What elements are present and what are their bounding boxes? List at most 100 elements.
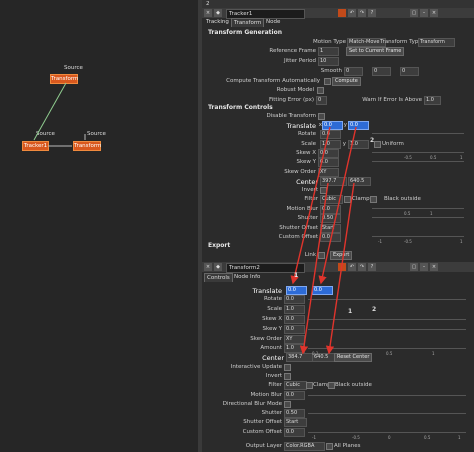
transform-shutter-offset-dropdown[interactable]: Start xyxy=(284,418,307,427)
disable-transform-checkbox[interactable] xyxy=(318,113,325,120)
tab-node[interactable]: Node xyxy=(266,19,281,25)
tracker-skew-x-field[interactable]: 0.0 xyxy=(318,149,339,158)
transform-shutter-field[interactable]: 0.50 xyxy=(284,409,305,418)
export-button[interactable]: Export xyxy=(330,251,353,260)
motion-blur-slider[interactable] xyxy=(372,208,464,209)
fitting-error-field[interactable]: 0 xyxy=(316,96,327,105)
transform-filter-dropdown[interactable]: Cubic xyxy=(284,381,307,390)
node-icon[interactable]: ◆ xyxy=(214,9,222,17)
output-layer-dropdown[interactable]: Color.RGBA xyxy=(284,442,325,451)
node-icon[interactable]: ◆ xyxy=(214,263,222,271)
redo-icon[interactable]: ↷ xyxy=(358,263,366,271)
directional-blur-checkbox[interactable] xyxy=(284,401,291,408)
transform-skew-order-dropdown[interactable]: XY xyxy=(284,335,305,344)
minimize-icon[interactable]: – xyxy=(420,9,428,17)
smooth-field-r[interactable]: 0 xyxy=(372,67,391,76)
minimize-icon[interactable]: – xyxy=(420,263,428,271)
undo-icon[interactable]: ↶ xyxy=(348,9,356,17)
redo-icon[interactable]: ↷ xyxy=(358,9,366,17)
skew-x-slider[interactable] xyxy=(308,319,466,320)
float-icon[interactable]: ▢ xyxy=(410,263,418,271)
compute-auto-checkbox[interactable] xyxy=(324,78,331,85)
tracker-invert-checkbox[interactable] xyxy=(320,187,327,194)
tracker-translate-y-field[interactable]: 0.0 xyxy=(348,121,369,130)
transform-black-outside-checkbox[interactable] xyxy=(328,382,335,389)
rotate-slider[interactable] xyxy=(372,133,464,134)
smooth-field-t[interactable]: 0 xyxy=(344,67,363,76)
transform-skew-y-field[interactable]: 0.0 xyxy=(284,325,305,334)
uniform-checkbox[interactable] xyxy=(374,141,381,148)
tracker-filter-dropdown[interactable]: Cubic xyxy=(320,195,343,204)
float-icon[interactable]: ▢ xyxy=(410,9,418,17)
transform-skew-x-field[interactable]: 0.0 xyxy=(284,315,305,324)
robust-model-checkbox[interactable] xyxy=(317,87,324,94)
pane-divider[interactable] xyxy=(198,0,202,452)
help-icon[interactable]: ? xyxy=(368,263,376,271)
color-icon[interactable] xyxy=(338,263,346,271)
tracker-motion-blur-field[interactable]: 0.0 xyxy=(320,205,341,214)
tab-node[interactable]: Node xyxy=(234,274,249,280)
transform-invert-checkbox[interactable] xyxy=(284,373,291,380)
skew-x-slider[interactable] xyxy=(372,152,464,153)
shutter-slider[interactable] xyxy=(308,413,466,414)
tracker-clamp-checkbox[interactable] xyxy=(344,196,351,203)
node-transform-right[interactable]: Transform xyxy=(73,141,102,151)
motion-type-dropdown[interactable]: Match-Move xyxy=(347,38,386,47)
reference-frame-field[interactable]: 1 xyxy=(318,47,339,56)
tracker-scale-y-field[interactable]: 1.0 xyxy=(348,140,369,149)
undo-icon[interactable]: ↶ xyxy=(348,263,356,271)
tracker-rotate-field[interactable]: 0.0 xyxy=(320,130,341,139)
transform-translate-y-field[interactable]: 0.0 xyxy=(312,286,333,295)
custom-offset-slider[interactable] xyxy=(308,432,466,433)
tracker-custom-offset-field[interactable]: 0.0 xyxy=(320,233,341,242)
tracker-shutter-field[interactable]: 0.50 xyxy=(320,214,341,223)
help-icon[interactable]: ? xyxy=(368,9,376,17)
skew-y-slider[interactable] xyxy=(308,329,466,330)
tab-number[interactable]: 2 xyxy=(206,1,210,7)
warn-if-error-field[interactable]: 1.0 xyxy=(424,96,441,105)
reset-center-button[interactable]: Reset Center xyxy=(334,353,373,362)
tab-transform[interactable]: Transform xyxy=(231,18,265,27)
smooth-field-s[interactable]: 0 xyxy=(400,67,419,76)
shutter-slider[interactable] xyxy=(372,217,464,218)
tracker-scale-field[interactable]: 1.0 xyxy=(320,140,341,149)
tracker-center-x-field[interactable]: 397.7 xyxy=(320,177,347,186)
tracker-translate-x-field[interactable]: 0.0 xyxy=(322,121,343,130)
transform-type-dropdown[interactable]: Transform xyxy=(418,38,455,47)
interactive-update-checkbox[interactable] xyxy=(284,364,291,371)
node-name-field[interactable]: Tracker1 xyxy=(226,9,305,19)
rotate-slider[interactable] xyxy=(308,299,466,300)
tracker-shutter-offset-dropdown[interactable]: Start xyxy=(320,224,341,233)
close-panel-icon[interactable]: × xyxy=(430,263,438,271)
tracker-black-outside-checkbox[interactable] xyxy=(370,196,377,203)
custom-offset-slider[interactable] xyxy=(372,236,464,237)
link-checkbox[interactable] xyxy=(318,252,325,259)
color-icon[interactable] xyxy=(338,9,346,17)
jitter-period-field[interactable]: 10 xyxy=(318,57,339,66)
tracker-skew-order-dropdown[interactable]: XY xyxy=(318,168,339,177)
transform-motion-blur-field[interactable]: 0.0 xyxy=(284,391,305,400)
all-planes-checkbox[interactable] xyxy=(326,443,333,450)
transform-clamp-checkbox[interactable] xyxy=(306,382,313,389)
motion-blur-slider[interactable] xyxy=(308,395,466,396)
close-icon[interactable]: × xyxy=(204,263,212,271)
transform-scale-field[interactable]: 1.0 xyxy=(284,305,305,314)
close-icon[interactable]: × xyxy=(204,9,212,17)
node-graph[interactable]: Source Transform Source Source Tracker1 … xyxy=(0,0,198,452)
transform-custom-offset-field[interactable]: 0.0 xyxy=(284,428,305,437)
tab-controls[interactable]: Controls xyxy=(204,273,233,282)
set-to-current-frame-button[interactable]: Set to Current Frame xyxy=(346,47,405,56)
transform-amount-field[interactable]: 1.0 xyxy=(284,344,305,353)
tracker-center-y-field[interactable]: 640.5 xyxy=(348,177,371,186)
amount-slider[interactable] xyxy=(308,348,466,349)
tracker-skew-y-field[interactable]: 0.0 xyxy=(318,158,339,167)
tab-info[interactable]: Info xyxy=(250,274,261,280)
close-panel-icon[interactable]: × xyxy=(430,9,438,17)
skew-y-slider[interactable] xyxy=(372,161,464,162)
transform-translate-x-field[interactable]: 0.0 xyxy=(286,286,307,295)
transform-center-x-field[interactable]: 384.7 xyxy=(286,353,313,362)
transform-rotate-field[interactable]: 0.0 xyxy=(284,295,305,304)
node-transform-top[interactable]: Transform xyxy=(50,74,79,84)
compute-button[interactable]: Compute xyxy=(332,77,361,86)
tab-tracking[interactable]: Tracking xyxy=(206,19,229,25)
